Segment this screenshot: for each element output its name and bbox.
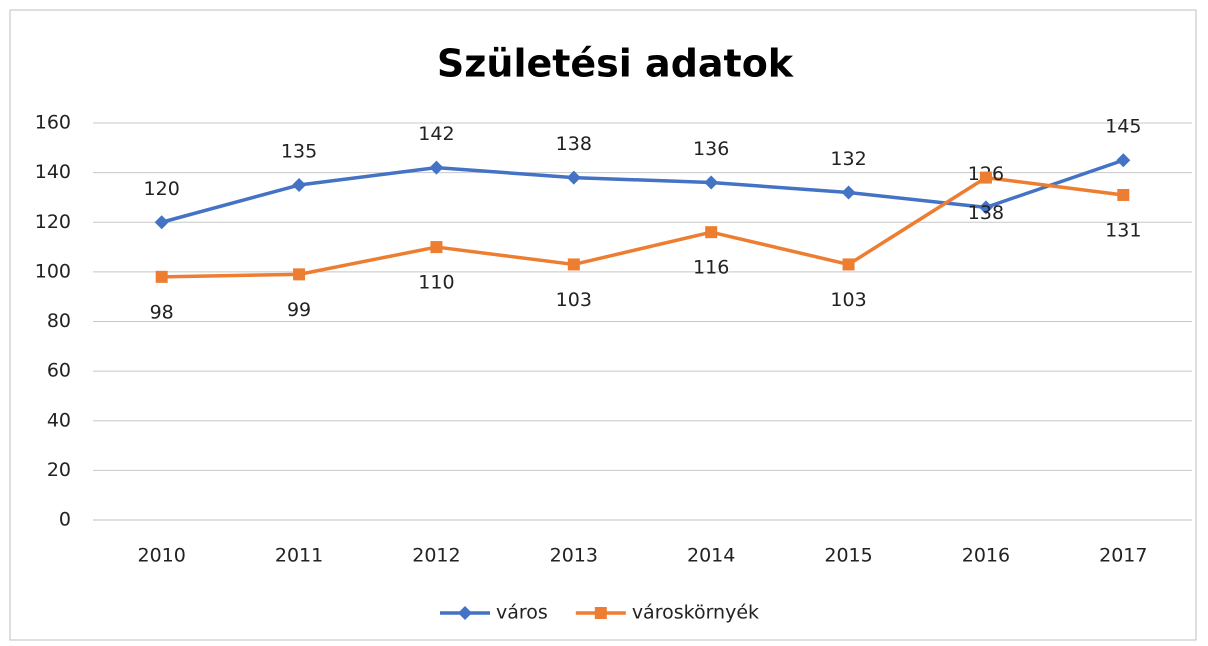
- y-tick-label: 20: [47, 459, 71, 481]
- data-label: 103: [556, 289, 592, 311]
- y-tick-label: 60: [47, 360, 71, 382]
- data-point: [979, 171, 992, 184]
- data-label: 142: [418, 123, 454, 145]
- x-tick-label: 2010: [138, 545, 186, 567]
- data-point: [704, 175, 719, 190]
- data-point: [430, 241, 443, 254]
- legend-label: városkörnyék: [632, 602, 759, 624]
- data-label: 103: [830, 289, 866, 311]
- data-point: [154, 215, 169, 230]
- data-label: 138: [556, 133, 592, 155]
- data-label: 145: [1105, 116, 1141, 138]
- data-label: 135: [281, 141, 317, 163]
- y-tick-label: 80: [47, 310, 71, 332]
- x-tick-label: 2015: [824, 545, 872, 567]
- data-label: 98: [150, 301, 174, 323]
- data-label: 138: [968, 202, 1004, 224]
- x-tick-label: 2017: [1099, 545, 1147, 567]
- data-point: [429, 160, 444, 175]
- data-label: 132: [830, 148, 866, 170]
- y-tick-label: 40: [47, 409, 71, 431]
- x-tick-label: 2012: [412, 545, 460, 567]
- data-point: [978, 200, 993, 215]
- legend-label: város: [496, 602, 548, 624]
- x-tick-label: 2016: [962, 545, 1010, 567]
- data-point: [841, 185, 856, 200]
- series-line: [161, 175, 1124, 279]
- data-point: [292, 178, 307, 193]
- chart-border: [9, 9, 1197, 641]
- data-label: 99: [287, 299, 311, 321]
- data-label: 136: [693, 138, 729, 160]
- legend-marker: [458, 606, 472, 620]
- data-point: [705, 226, 718, 239]
- data-label: 131: [1105, 219, 1141, 241]
- x-tick-label: 2013: [550, 545, 598, 567]
- data-label: 120: [144, 178, 180, 200]
- data-point: [1116, 153, 1131, 168]
- data-point: [1117, 188, 1130, 201]
- x-tick-label: 2014: [687, 545, 735, 567]
- data-point: [293, 268, 306, 281]
- series-line: [161, 158, 1124, 224]
- y-tick-label: 140: [35, 161, 71, 183]
- data-point: [566, 170, 581, 185]
- chart-title: Születési adatok: [437, 42, 794, 86]
- y-tick-label: 100: [35, 260, 71, 282]
- y-tick-label: 160: [35, 112, 71, 134]
- data-label: 116: [693, 257, 729, 279]
- data-point: [842, 258, 855, 271]
- data-point: [567, 258, 580, 271]
- legend-marker: [594, 607, 607, 619]
- y-tick-label: 120: [35, 211, 71, 233]
- data-point: [155, 270, 168, 283]
- y-tick-label: 0: [59, 509, 71, 531]
- x-tick-label: 2011: [275, 545, 323, 567]
- data-label: 110: [418, 272, 454, 294]
